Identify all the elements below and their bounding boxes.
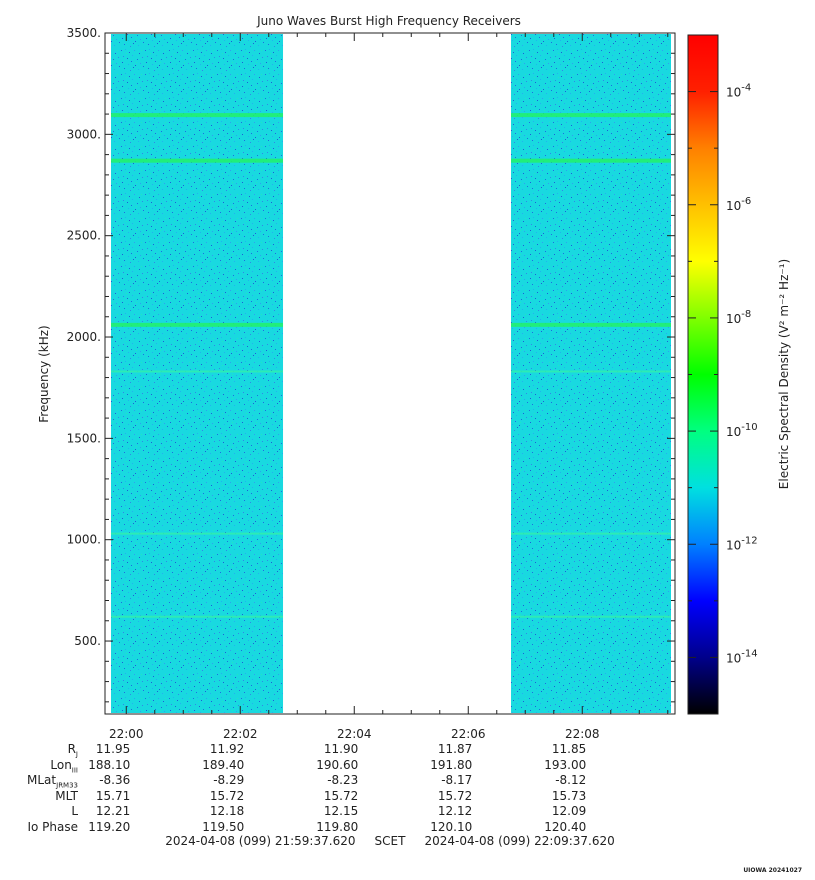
x-tick-label: 22:06 [451,727,486,741]
ephemeris-value: 15.71 [95,788,131,803]
spectrogram-segment [511,34,671,713]
plot-frame [104,32,676,715]
spectrogram-area [111,34,671,713]
ephemeris-row-label: L [0,804,78,818]
ephemeris-value: 12.09 [551,804,587,818]
ephemeris-label-text: MLT [55,788,78,803]
x-tick-label: 22:00 [109,727,144,741]
y-tick-label: 500. [74,634,101,648]
spectrogram-segment [111,34,284,713]
ephemeris-value: 11.90 [323,742,359,756]
colorbar-label: Electric Spectral Density (V² m⁻² Hz⁻¹) [777,259,791,489]
y-axis: 500. 1000. 1500. 2000. 2500. 3000. 3500. [67,26,675,703]
emission-line [511,532,671,535]
colorbar-tick-exponent: -10 [741,422,757,433]
emission-line [511,370,671,373]
y-tick-label: 3000. [67,127,101,141]
emission-line [111,158,284,163]
y-tick-label: 1000. [67,533,101,547]
y-tick-label: 3500. [67,26,101,40]
ephemeris-value: 11.92 [209,742,245,756]
x-tick-label: 22:02 [223,727,258,741]
emission-line [111,370,284,373]
ephemeris-value: 120.40 [544,819,587,834]
colorbar-tick-label: 10-10 [726,422,758,439]
ephemeris-value: 15.73 [551,788,587,803]
emission-line [111,532,284,535]
ephemeris-row-label: LonIII [0,758,78,774]
colorbar-tick-label: 10-12 [726,535,758,552]
ephemeris-row-label: MLT [0,789,78,803]
ephemeris-value: 12.21 [95,804,131,818]
ephemeris-row-label: RJ [0,742,78,758]
colorbar [687,34,719,715]
colorbar-tick-label: 10-6 [726,196,751,213]
colorbar-tick-exponent: -12 [741,535,757,546]
x-axis: 22:00 22:02 22:04 22:06 22:08 [109,33,669,741]
ephemeris-label-text: R [67,742,76,756]
ephemeris-value: 15.72 [437,788,473,803]
ephemeris-value: 11.95 [95,742,131,756]
ephemeris-value: 12.18 [209,804,245,818]
colorbar-gradient [687,34,719,715]
ephemeris-label-subscript: J [75,750,78,759]
ephemeris-value: -8.29 [213,773,245,787]
ephemeris-value: 119.80 [316,819,359,834]
ephemeris-row-label: Io Phase [0,820,78,834]
colorbar-tick-exponent: -14 [741,648,757,659]
ephemeris-value: 12.15 [323,804,359,818]
ephemeris-value: 189.40 [202,757,245,772]
emission-line [511,113,671,118]
time-range-footer: 2024-04-08 (099) 21:59:37.620 SCET 2024-… [165,834,615,848]
ephemeris-label-subscript: JRM33 [56,781,78,790]
emission-line [511,158,671,163]
ephemeris-value: 190.60 [316,757,359,772]
emission-line [111,113,284,118]
colorbar-ticks: 10-4 10-6 10-8 10-10 10-12 10-14 [688,34,758,715]
emission-line [511,322,671,327]
ephemeris-value: 11.87 [437,742,473,756]
ephemeris-value: 120.10 [430,819,473,834]
ephemeris-value: 188.10 [88,757,131,772]
ephemeris-value: -8.12 [555,773,587,787]
colorbar-tick-exponent: -6 [741,196,751,207]
x-tick-label: 22:08 [565,727,600,741]
ephemeris-value: -8.36 [99,773,131,787]
ephemeris-value: 15.72 [323,788,359,803]
chart-title: Juno Waves Burst High Frequency Receiver… [256,14,521,28]
colorbar-tick-label: 10-8 [726,309,751,326]
y-tick-label: 2500. [67,229,101,243]
y-tick-label: 2000. [67,330,101,344]
ephemeris-label-text: L [71,804,78,818]
x-tick-label: 22:04 [337,727,372,741]
ephemeris-value: 119.50 [202,819,245,834]
footer-stamp: UIOWA 20241027 [743,867,802,874]
y-axis-label: Frequency (kHz) [37,325,51,422]
emission-line [111,322,284,327]
ephemeris-value: 12.12 [437,804,473,818]
ephemeris-value: 11.85 [551,742,587,756]
ephemeris-row-label: MLatJRM33 [0,773,78,789]
colorbar-tick-exponent: -4 [741,83,751,94]
ephemeris-label-text: Lon [50,757,72,772]
colorbar-tick-exponent: -8 [741,309,751,320]
emission-line [511,615,671,618]
colorbar-tick-label: 10-4 [726,83,751,100]
ephemeris-value: 193.00 [544,757,587,772]
emission-line [111,615,284,618]
y-tick-label: 1500. [67,431,101,445]
ephemeris-value: 15.72 [209,788,245,803]
ephemeris-value: 119.20 [88,819,131,834]
ephemeris-label-subscript: III [71,765,78,774]
ephemeris-value: 191.80 [430,757,473,772]
ephemeris-label-text: MLat [27,773,57,787]
ephemeris-label-text: Io Phase [27,819,78,834]
ephemeris-value: -8.17 [441,773,473,787]
colorbar-tick-label: 10-14 [726,648,758,665]
ephemeris-value: -8.23 [327,773,359,787]
